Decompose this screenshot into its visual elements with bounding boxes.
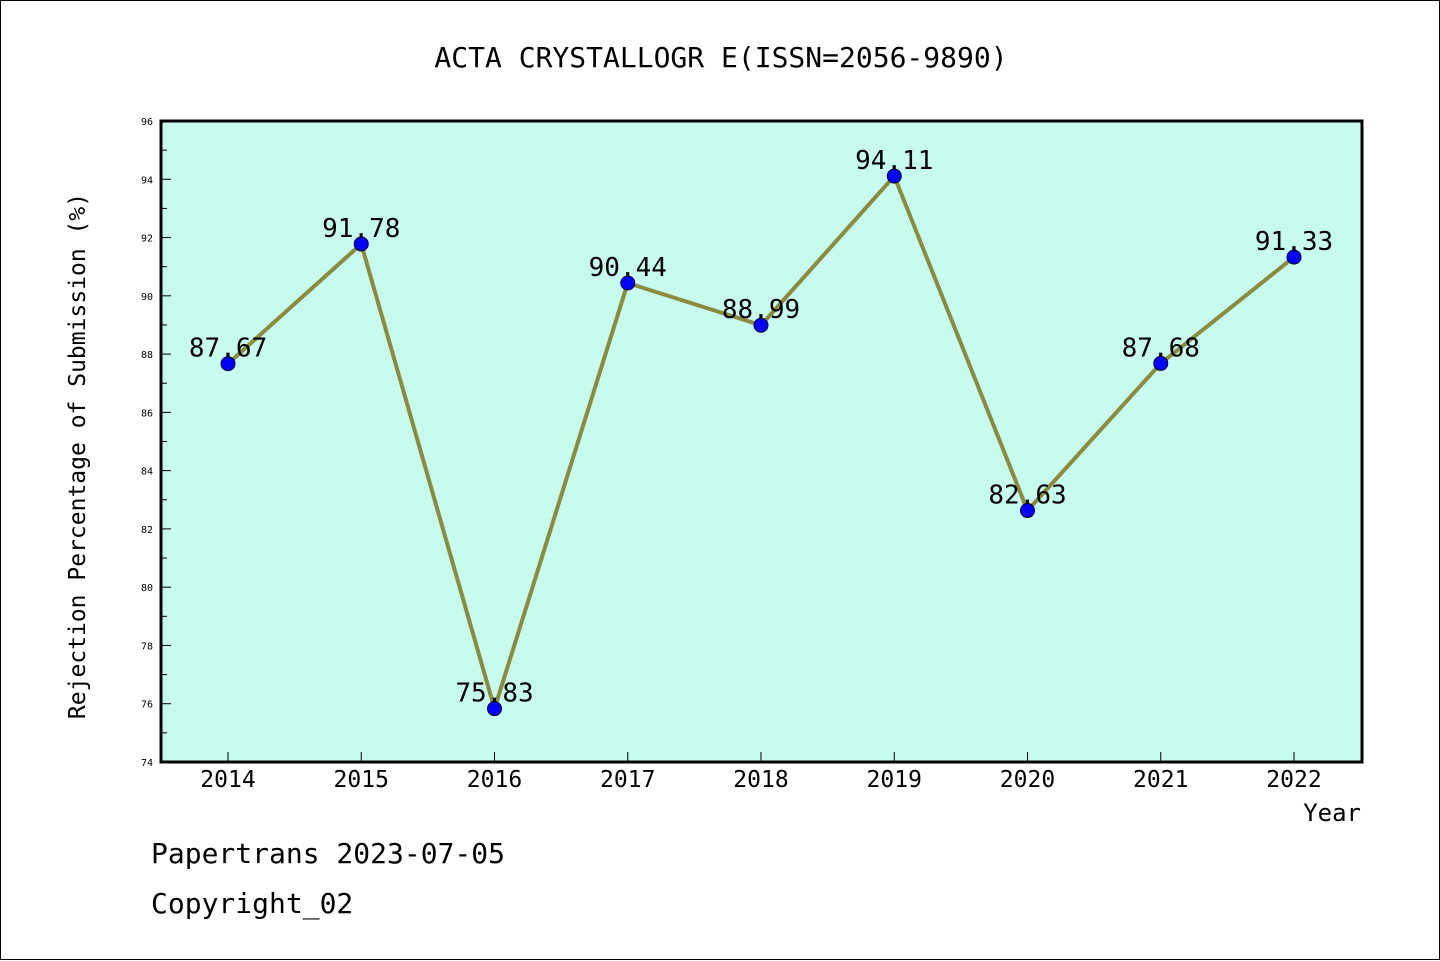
y-tick-label: 80 [141, 583, 153, 594]
x-tick-label: 2019 [867, 767, 922, 793]
data-label: 90.44 [589, 253, 667, 283]
data-point [1153, 355, 1169, 371]
data-label: 82.63 [988, 481, 1066, 511]
y-tick-label: 92 [141, 234, 153, 245]
data-point [753, 317, 769, 333]
x-tick-label: 2018 [733, 767, 788, 793]
data-label: 87.67 [189, 334, 267, 364]
x-tick-label: 2017 [600, 767, 655, 793]
data-labels: 87.67 91.78 75.83 90.44 88.99 94.11 82.63 87.68… [189, 146, 1333, 709]
data-label: 75.83 [455, 679, 533, 709]
chart-title: ACTA CRYSTALLOGR E(ISSN=2056-9890) [434, 41, 1007, 74]
y-tick-label: 82 [141, 525, 153, 536]
y-tick-label: 76 [141, 700, 153, 711]
data-point [1020, 503, 1035, 519]
y-tick-label: 88 [141, 350, 153, 361]
data-point [620, 275, 636, 291]
data-label: 94.11 [855, 146, 933, 176]
series-line-group [220, 168, 1302, 717]
y-tick-label: 96 [141, 117, 153, 128]
data-label: 91.33 [1255, 227, 1333, 257]
x-tick-label: 2021 [1133, 767, 1188, 793]
data-point [1286, 249, 1302, 265]
data-point [487, 701, 502, 717]
y-tick-label: 94 [141, 175, 153, 186]
x-tick-label: 2014 [200, 767, 255, 793]
data-label: 91.78 [322, 214, 400, 244]
y-tick-label: 86 [141, 408, 153, 419]
data-point [353, 236, 369, 252]
plot-area [159, 119, 1364, 764]
footer-date: Papertrans 2023-07-05 [151, 837, 506, 870]
data-label: 88.99 [722, 295, 800, 325]
y-tick-label: 78 [141, 641, 153, 652]
y-tick-label: 74 [141, 758, 153, 769]
data-label: 87.68 [1122, 333, 1200, 363]
y-axis-label: Rejection Percentage of Submission (%) [65, 193, 91, 719]
y-tick-label: 84 [141, 467, 153, 478]
x-tick-label: 2022 [1266, 767, 1321, 793]
footer-copyright: Copyright_02 [151, 887, 354, 920]
x-axis: 2014 2015 2016 2017 2018 2019 2020 2021 2022 [200, 752, 1322, 793]
y-axis: 74 76 78 80 82 84 86 88 90 92 94 96 [141, 117, 171, 769]
x-axis-label: Year [1303, 799, 1361, 827]
x-tick-label: 2015 [334, 767, 389, 793]
x-tick-label: 2016 [467, 767, 522, 793]
x-tick-label: 2020 [1000, 767, 1055, 793]
y-tick-label: 90 [141, 292, 153, 303]
data-point [220, 356, 236, 372]
data-point [886, 168, 902, 184]
